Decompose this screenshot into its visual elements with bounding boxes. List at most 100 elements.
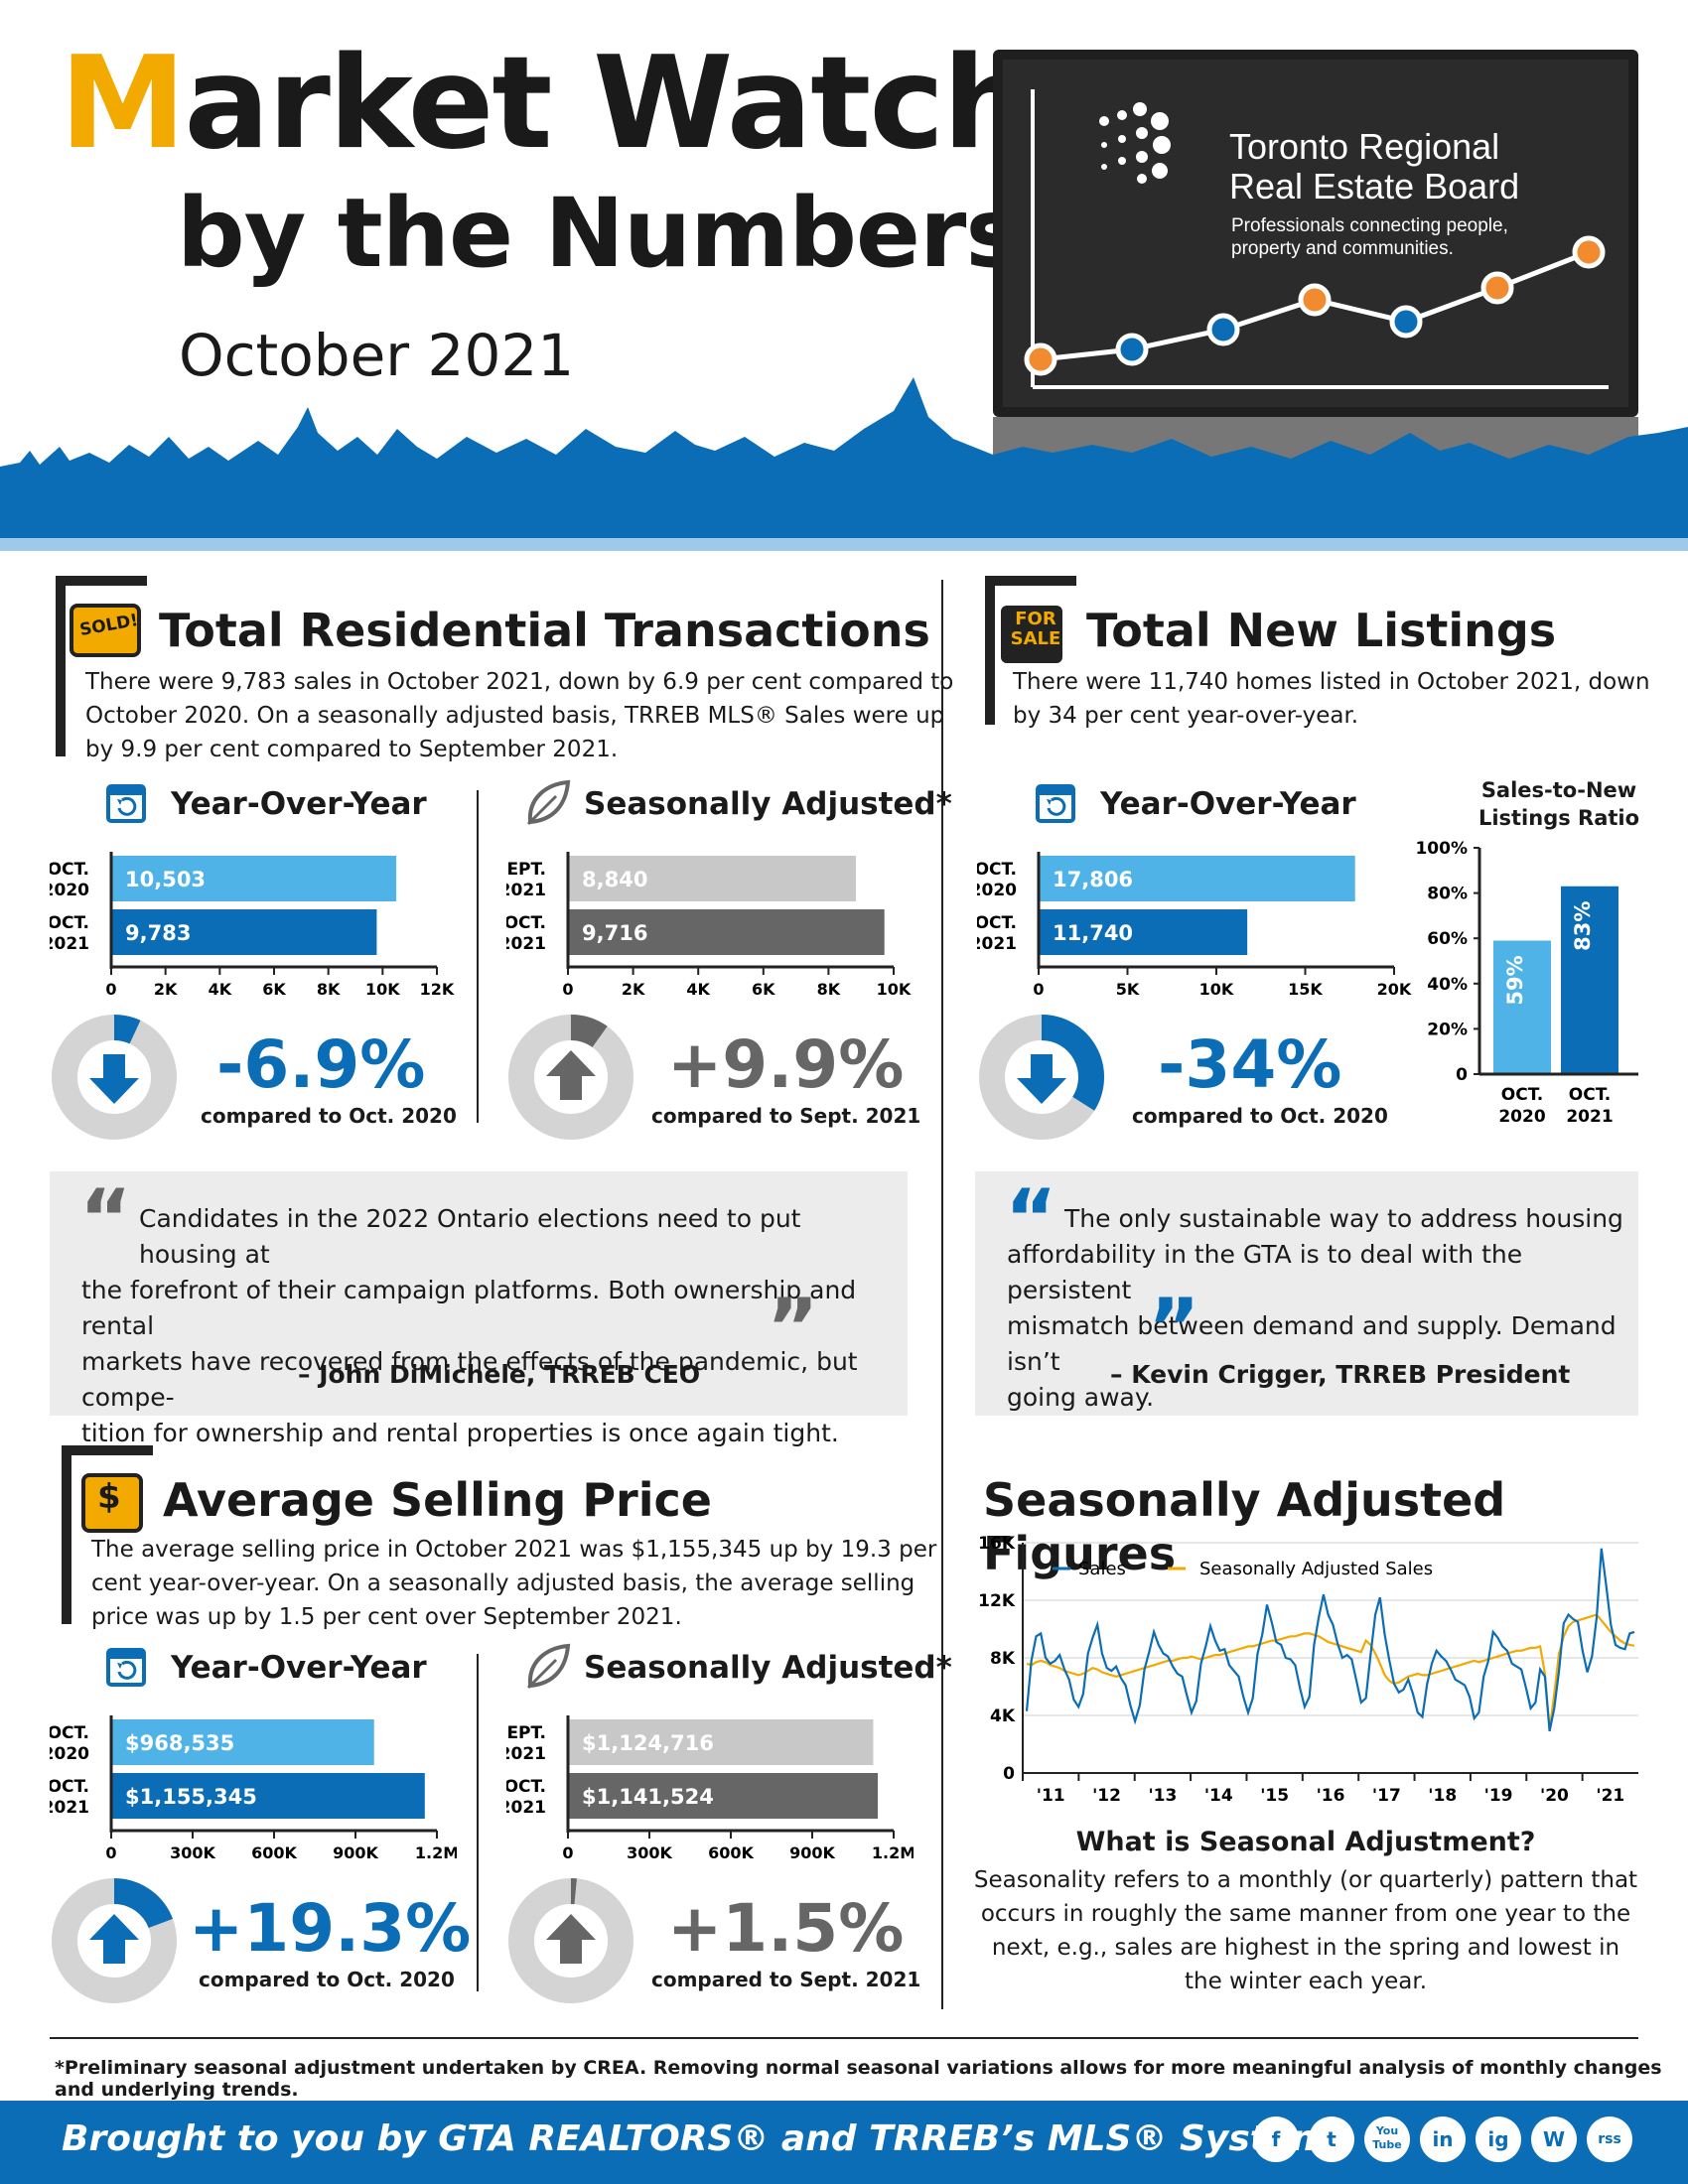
x-tick-label: 600K [708,1843,754,1862]
price-yoy-change: +19.3% [189,1890,472,1967]
rss-icon[interactable]: rss [1587,2116,1632,2162]
bar-value-label: 8,840 [582,868,647,891]
column-divider [941,580,943,2009]
x-tick-label: 0 [562,1843,573,1862]
price-sa-chart: SEPT.2021$1,124,716OCT.2021$1,141,524030… [506,1715,914,1862]
calendar-icon [106,784,146,823]
board-tagline-line1: Professionals connecting people, [1231,215,1508,236]
bar-category-label: 2021 [506,1798,546,1818]
twitter-icon[interactable]: t [1309,2116,1354,2162]
bar [568,1773,879,1819]
title-m: M [60,30,186,178]
legend-label: Sales [1078,1559,1126,1579]
transactions-yoy-chart: OCT.202010,503OCT.20219,78302K4K6K8K10K1… [50,852,455,999]
bar-category-label: OCT. [50,1777,89,1797]
for-sale-sign-line1: FOR [1015,609,1056,629]
y-tick-label: 80% [1427,885,1468,904]
ratio-title: Sales-to-New Listings Ratio [1460,776,1658,832]
donut-arc [1041,1015,1104,1111]
footnote: *Preliminary seasonal adjustment underta… [55,2057,1662,2101]
bar-category-label: OCT. [977,913,1017,933]
facebook-icon[interactable]: f [1253,2116,1299,2162]
price-sa-title: Seasonally Adjusted* [584,1650,952,1686]
donut-transactions-yoy [52,1015,177,1140]
x-tick-label: 4K [209,980,232,999]
x-tick-label: 20K [1377,980,1412,999]
linkedin-icon[interactable]: in [1420,2116,1466,2162]
open-quote-icon: “ [1005,1172,1057,1265]
x-tick-label: '16 [1317,1786,1345,1806]
close-quote-icon: ” [767,1282,819,1374]
price-sign-text: $ [97,1477,121,1517]
x-tick-label: 600K [251,1843,297,1862]
listings-yoy-compare: compared to Oct. 2020 [1132,1104,1388,1128]
youtube-icon[interactable]: You Tube [1364,2116,1410,2162]
bar-value-label: 9,716 [582,921,647,945]
bar-value-label: 10,503 [125,868,206,891]
y-tick-label: 20% [1427,1020,1468,1039]
wordpress-icon[interactable]: W [1531,2116,1577,2162]
y-tick-label: 40% [1427,975,1468,995]
bar-category-label: 2021 [506,881,546,900]
board-tagline: Professionals connecting people, property… [1231,214,1508,260]
for-sale-sign-line2: SALE [1010,628,1061,649]
bar [111,856,397,901]
listings-yoy-title: Year-Over-Year [1100,786,1356,822]
y-tick-label: 100% [1415,839,1468,859]
transactions-text-line2: October 2020. On a seasonally adjusted b… [85,703,945,729]
x-tick-label: 2K [622,980,645,999]
x-tick-label: 15K [1288,980,1323,999]
quote-right-line1: The only sustainable way to address hous… [1064,1204,1623,1233]
seasonal-answer-line4: the winter each year. [1184,1969,1428,1994]
bar-value-label: $1,155,345 [125,1785,257,1809]
page-subtitle: by the Numbers [177,178,1023,289]
report-month: October 2021 [179,322,575,389]
series-line-sales [1025,1548,1635,1732]
donut-transactions-sa [508,1015,633,1140]
price-sa-compare: compared to Sept. 2021 [651,1968,921,1991]
bar-value-label: 9,783 [125,921,191,945]
transactions-text-line1: There were 9,783 sales in October 2021, … [85,669,954,695]
bar-value-label: 17,806 [1053,868,1133,891]
price-text-line3: price was up by 1.5 per cent over Septem… [91,1604,682,1630]
treb-logo-icon [1099,102,1171,184]
quote-left-line3: markets have recovered from the effects … [81,1347,858,1412]
quote-left-line2: the forefront of their campaign platform… [81,1276,857,1340]
bar-category-label: 2021 [977,934,1017,954]
leaf-icon [526,779,571,826]
x-tick-label: '18 [1428,1786,1457,1806]
quote-right-line2: affordability in the GTA is to deal with… [1007,1240,1523,1304]
transactions-title: Total Residential Transactions [159,604,930,657]
instagram-icon[interactable]: ig [1476,2116,1521,2162]
bar-category-label: OCT. [506,1777,546,1797]
x-tick-label: '17 [1372,1786,1401,1806]
x-tick-label: 8K [817,980,841,999]
bar-category-label: 2021 [1566,1107,1613,1127]
quote-right-line3: mismatch between demand and supply. Dema… [1007,1311,1617,1376]
billboard-graphic [1024,89,1609,389]
x-tick-label: 10K [365,980,400,999]
donut-price-sa [508,1878,633,2003]
transactions-sa-compare: compared to Sept. 2021 [651,1104,921,1128]
bar [111,1719,374,1765]
bar [568,1719,874,1765]
bar-value-label: 11,740 [1053,921,1133,945]
x-tick-label: 12K [420,980,455,999]
bar-category-label: 2020 [1498,1107,1545,1127]
arrow-down-icon [89,1054,139,1104]
calendar-icon [1036,784,1075,823]
x-tick-label: 2K [154,980,178,999]
seasonal-question: What is Seasonal Adjustment? [1075,1827,1536,1857]
x-tick-label: '20 [1540,1786,1569,1806]
listings-text-line1: There were 11,740 homes listed in Octobe… [1013,669,1650,695]
bar-category-label: 2020 [977,881,1017,900]
price-title: Average Selling Price [163,1473,712,1527]
x-tick-label: '13 [1148,1786,1177,1806]
bar-category-label: OCT. [1569,1085,1611,1105]
bar-category-label: 2021 [50,934,89,954]
calendar-icon [106,1648,146,1687]
bar-category-label: OCT. [50,913,89,933]
arrow-up-icon [89,1914,139,1964]
